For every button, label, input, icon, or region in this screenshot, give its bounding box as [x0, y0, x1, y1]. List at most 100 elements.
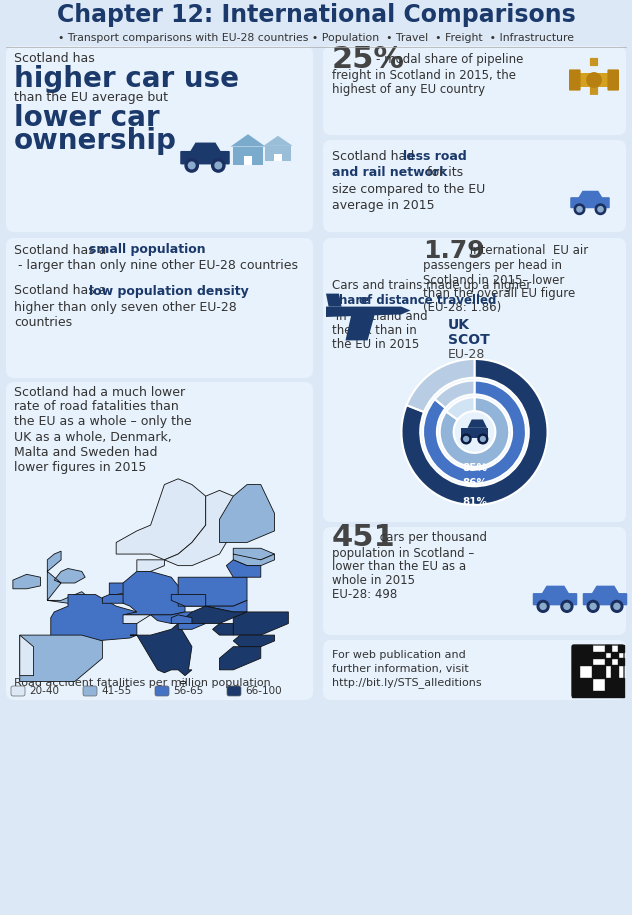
- Circle shape: [480, 436, 485, 441]
- Text: UK: UK: [448, 318, 470, 332]
- Wedge shape: [440, 397, 509, 467]
- Text: size compared to the EU: size compared to the EU: [332, 182, 485, 196]
- Polygon shape: [123, 572, 185, 615]
- Bar: [572, 671, 578, 677]
- Text: 1.79: 1.79: [423, 239, 485, 263]
- Circle shape: [611, 600, 623, 612]
- Polygon shape: [244, 156, 252, 165]
- Text: lower car: lower car: [14, 104, 160, 132]
- FancyBboxPatch shape: [590, 58, 598, 66]
- FancyBboxPatch shape: [83, 686, 97, 696]
- Polygon shape: [185, 606, 247, 623]
- Text: -: -: [216, 285, 221, 297]
- Circle shape: [464, 436, 468, 441]
- Text: of distance travelled: of distance travelled: [359, 295, 496, 307]
- Wedge shape: [406, 359, 475, 412]
- Text: 41-55: 41-55: [101, 686, 131, 696]
- FancyBboxPatch shape: [323, 640, 626, 700]
- Bar: [592, 664, 604, 677]
- Polygon shape: [190, 143, 221, 152]
- Text: Scotland had: Scotland had: [332, 150, 422, 164]
- Polygon shape: [468, 419, 487, 428]
- FancyBboxPatch shape: [323, 140, 626, 232]
- Polygon shape: [219, 485, 274, 543]
- Polygon shape: [13, 575, 40, 588]
- Text: the EU in 2015: the EU in 2015: [332, 338, 419, 350]
- Text: cars per thousand: cars per thousand: [376, 532, 487, 544]
- Polygon shape: [137, 560, 164, 572]
- Circle shape: [590, 603, 596, 609]
- Text: and rail network: and rail network: [332, 167, 447, 179]
- Circle shape: [595, 204, 605, 214]
- Polygon shape: [231, 135, 265, 146]
- Text: Scotland has a: Scotland has a: [14, 243, 111, 256]
- Circle shape: [574, 204, 585, 214]
- Bar: [604, 677, 624, 697]
- Polygon shape: [20, 635, 33, 675]
- Wedge shape: [401, 359, 547, 505]
- Text: 85%: 85%: [462, 463, 487, 473]
- FancyBboxPatch shape: [11, 686, 25, 696]
- Text: Chapter 12: International Comparisons: Chapter 12: International Comparisons: [57, 3, 575, 27]
- Bar: [611, 664, 617, 671]
- FancyBboxPatch shape: [227, 686, 241, 696]
- Polygon shape: [542, 586, 569, 594]
- Text: lower figures in 2015: lower figures in 2015: [14, 460, 147, 473]
- Text: EU-28: 498: EU-28: 498: [332, 588, 398, 601]
- Text: share: share: [332, 295, 369, 307]
- Text: whole in 2015: whole in 2015: [332, 575, 415, 587]
- Bar: [592, 651, 598, 658]
- Text: For web publication and: For web publication and: [332, 650, 466, 660]
- Text: - modal share of pipeline: - modal share of pipeline: [376, 52, 523, 66]
- Text: - larger than only nine other EU-28 countries: - larger than only nine other EU-28 coun…: [14, 259, 298, 272]
- Text: 451: 451: [332, 523, 396, 553]
- Circle shape: [598, 207, 603, 212]
- Circle shape: [564, 603, 570, 609]
- Bar: [578, 651, 585, 658]
- Text: Cars and trains made up a higher: Cars and trains made up a higher: [332, 279, 535, 293]
- Polygon shape: [265, 145, 291, 161]
- Circle shape: [537, 600, 549, 612]
- Text: 66-100: 66-100: [245, 686, 282, 696]
- Text: higher than only seven other EU-28: higher than only seven other EU-28: [14, 300, 237, 314]
- Bar: [604, 658, 611, 664]
- FancyBboxPatch shape: [607, 70, 619, 91]
- Text: UK as a whole, Denmark,: UK as a whole, Denmark,: [14, 430, 172, 444]
- Text: the EU as a whole – only the: the EU as a whole – only the: [14, 415, 191, 428]
- Text: in Scotland and: in Scotland and: [332, 309, 428, 322]
- Text: population in Scotland –: population in Scotland –: [332, 546, 474, 559]
- Polygon shape: [178, 577, 247, 606]
- Polygon shape: [326, 307, 411, 317]
- Text: 20-40: 20-40: [29, 686, 59, 696]
- Text: average in 2015: average in 2015: [332, 199, 435, 211]
- Polygon shape: [212, 623, 233, 635]
- Text: for its: for its: [423, 167, 463, 179]
- Bar: [572, 664, 578, 671]
- FancyBboxPatch shape: [569, 70, 581, 91]
- Wedge shape: [446, 397, 475, 420]
- Wedge shape: [423, 381, 526, 483]
- Text: Scotland has a: Scotland has a: [14, 285, 111, 297]
- Polygon shape: [264, 135, 293, 145]
- Polygon shape: [326, 294, 342, 307]
- Text: http://bit.ly/STS_alleditions: http://bit.ly/STS_alleditions: [332, 677, 482, 688]
- Circle shape: [212, 159, 225, 172]
- FancyBboxPatch shape: [323, 46, 626, 135]
- Bar: [578, 684, 585, 691]
- Circle shape: [561, 600, 573, 612]
- Polygon shape: [150, 612, 199, 623]
- Text: rate of road fatalities than: rate of road fatalities than: [14, 401, 179, 414]
- Text: higher car use: higher car use: [14, 65, 239, 93]
- Text: 86%: 86%: [462, 478, 487, 488]
- Circle shape: [587, 600, 599, 612]
- Polygon shape: [164, 490, 247, 565]
- Polygon shape: [233, 146, 264, 165]
- Polygon shape: [461, 428, 489, 437]
- Bar: [592, 691, 598, 697]
- FancyBboxPatch shape: [6, 46, 313, 232]
- Bar: [611, 671, 617, 677]
- Circle shape: [577, 207, 582, 212]
- Circle shape: [188, 162, 195, 168]
- Circle shape: [461, 434, 471, 444]
- Bar: [617, 658, 624, 664]
